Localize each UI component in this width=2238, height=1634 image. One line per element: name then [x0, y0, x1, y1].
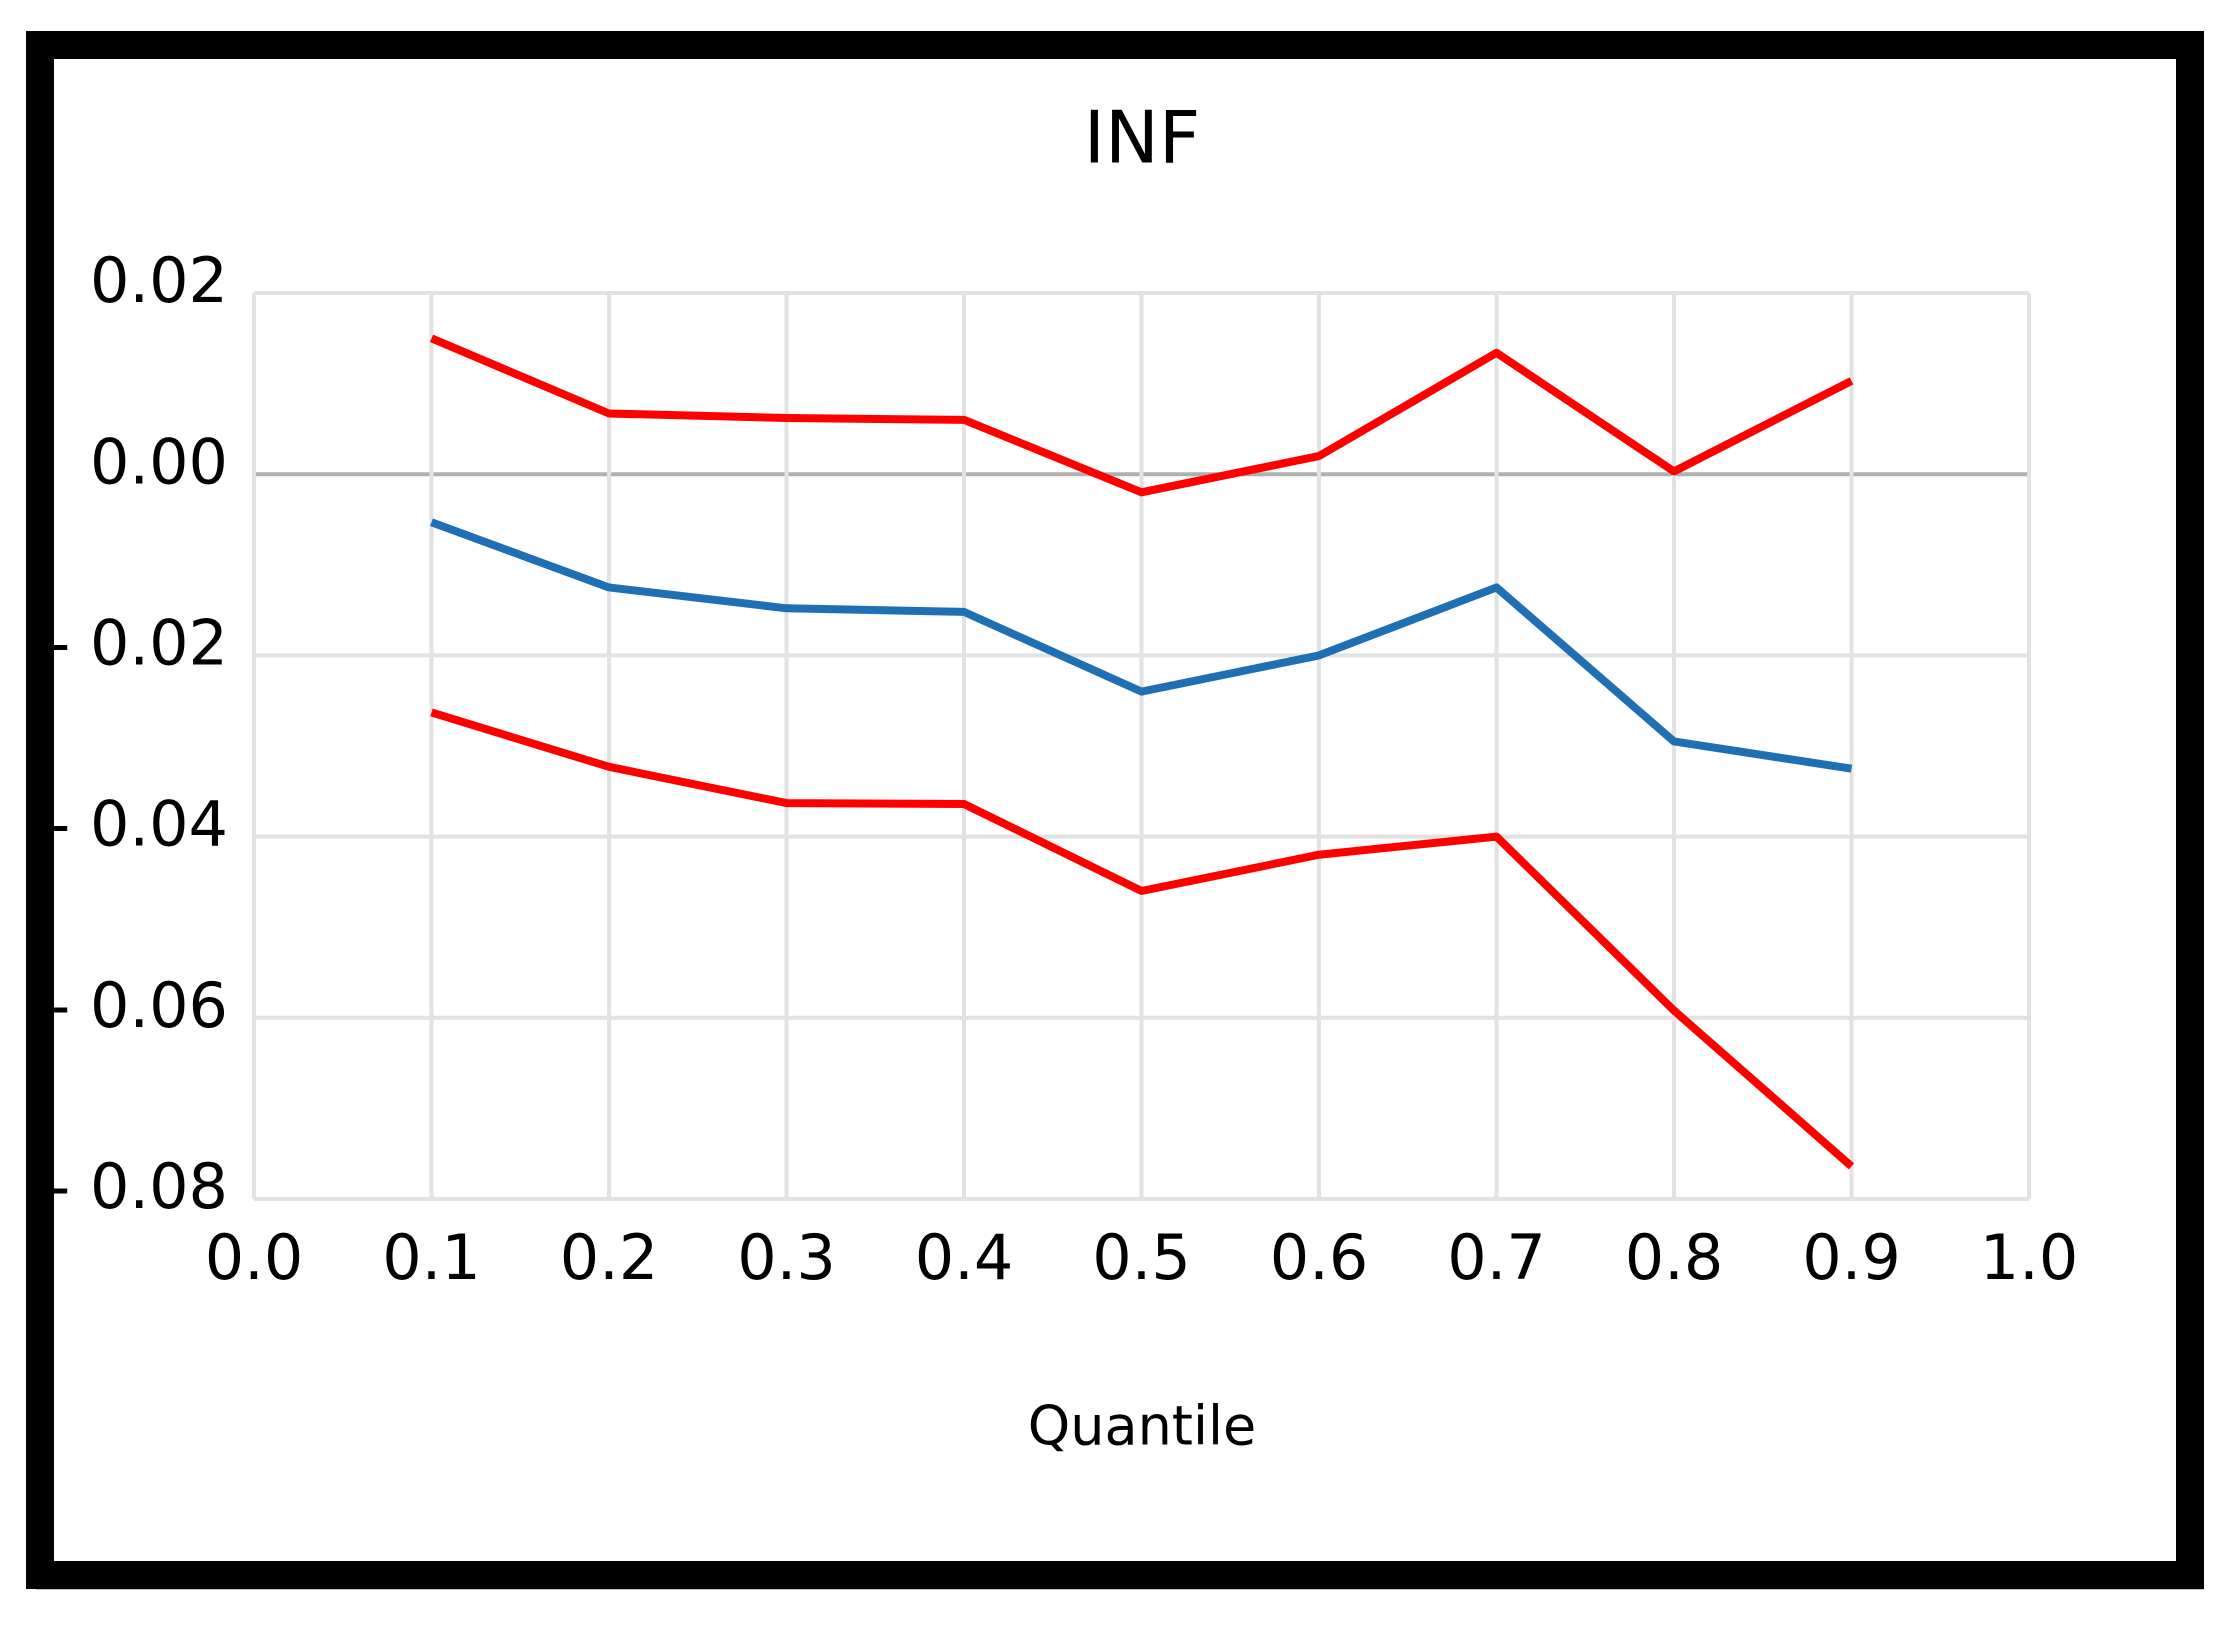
y-tick-label: 0.00: [90, 425, 228, 498]
y-tick-label: - 0.04: [48, 788, 228, 861]
x-tick-label: 0.5: [1092, 1221, 1191, 1294]
x-axis-label: Quantile: [1028, 1395, 1256, 1458]
y-tick-label: - 0.02: [48, 606, 228, 679]
x-tick-label: 1.0: [1980, 1221, 2079, 1294]
frame: [26, 31, 2204, 1589]
line-series: [430, 708, 1855, 1170]
x-tick-label: 0.0: [205, 1221, 304, 1294]
chart-title: INF: [1084, 96, 1201, 180]
y-tick-label: - 0.06: [48, 969, 228, 1042]
line-series: [429, 334, 1854, 497]
x-tick-label: 0.3: [737, 1221, 836, 1294]
x-tick-label: 0.9: [1802, 1221, 1901, 1294]
y-tick-label: 0.02: [90, 244, 228, 317]
y-tick-label: - 0.08: [48, 1150, 228, 1223]
line-series: [430, 518, 1853, 773]
x-tick-label: 0.4: [915, 1221, 1014, 1294]
x-tick-label: 0.1: [382, 1221, 481, 1294]
x-tick-label: 0.7: [1447, 1221, 1546, 1294]
x-tick-label: 0.6: [1270, 1221, 1369, 1294]
x-tick-label: 0.2: [560, 1221, 659, 1294]
x-tick-label: 0.8: [1625, 1221, 1724, 1294]
